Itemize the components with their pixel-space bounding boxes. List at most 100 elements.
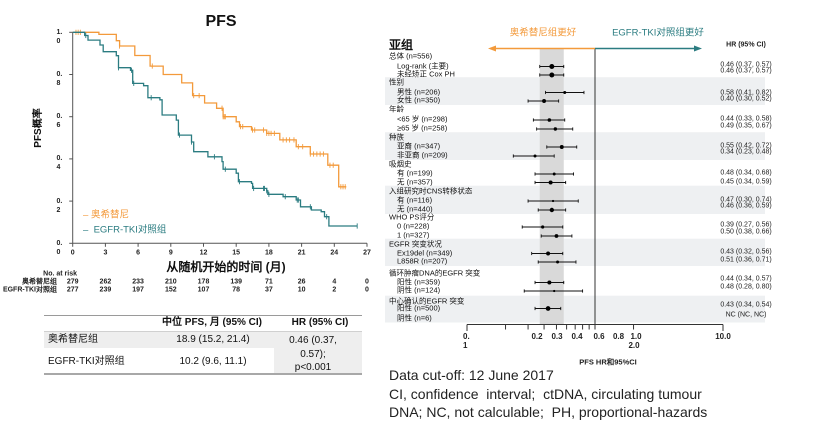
subgroup-heading: 中心确认的EGFR 突变	[389, 295, 465, 305]
hr-point	[545, 306, 551, 311]
at-risk-value: 107	[197, 286, 210, 294]
table-top-rule	[44, 315, 362, 316]
at-risk-value: 239	[99, 286, 112, 294]
footnote-abbreviations: CI, confidence interval; ctDNA, circulat…	[389, 386, 702, 402]
legend-label: EGFR-TKI对照组	[93, 224, 167, 236]
table-header-rule	[44, 331, 362, 332]
hr-value-text: 0.45 (0.34, 0.59)	[720, 178, 772, 185]
at-risk-value: 233	[132, 278, 144, 286]
hr-value-text: 0.43 (0.34, 0.54)	[720, 301, 772, 309]
hr-column-header: HR (95% CI)	[726, 41, 766, 49]
km-x-tick-label: 12	[199, 249, 208, 257]
table-hr-cell-shading	[274, 332, 362, 373]
table-row-median: 10.2 (9.6, 11.1)	[179, 356, 247, 367]
subgroup-item-label: 0 (n=228)	[397, 221, 430, 231]
table-hr-value: 0.46 (0.37, 0.57); p<0.001	[289, 335, 337, 373]
table-row-group-label: EGFR-TKI对照组	[48, 356, 125, 367]
km-x-tick-label: 9	[168, 249, 173, 257]
table-bottom-rule	[44, 373, 362, 375]
arrow-right-icon	[694, 45, 702, 52]
at-risk-value: 178	[197, 278, 210, 286]
hr-point	[553, 127, 558, 131]
hr-point	[551, 199, 555, 203]
subgroup-band	[385, 185, 765, 214]
legend-dash-icon: –	[83, 209, 91, 221]
subgroup-item-label: 未经矫正 Cox PH	[397, 69, 455, 79]
subgroup-item-label: <65 岁 (n=298)	[397, 114, 448, 124]
forest-x-tick-label: 0.4	[571, 332, 583, 341]
hr-value-text: 0.34 (0.23, 0.48)	[720, 148, 772, 156]
hr-point	[563, 90, 567, 95]
hr-point	[549, 64, 555, 69]
hr-point	[556, 260, 560, 264]
at-risk-value: 279	[66, 278, 79, 286]
forest-x-tick-label: 0.8	[612, 332, 625, 341]
subgroup-heading: 种族	[389, 132, 404, 142]
hr-point	[553, 289, 556, 293]
hr-value-text: 0.44 (0.33, 0.58)	[720, 115, 772, 123]
hr-value-text: 0.44 (0.34, 0.57)	[720, 275, 772, 282]
subgroup-item-label: L858R (n=207)	[397, 256, 448, 266]
hr-point	[547, 280, 552, 285]
at-risk-value: 78	[232, 286, 241, 294]
km-x-tick-label: 3	[103, 249, 108, 257]
km-x-tick-label: 21	[297, 249, 306, 257]
subgroup-item-label: 女性 (n=350)	[397, 95, 441, 105]
at-risk-header: No. at risk	[43, 270, 77, 278]
at-risk-row-label: 奥希替尼组	[22, 278, 57, 286]
hr-value-text: 0.51 (0.36, 0.71)	[720, 256, 772, 264]
subgroup-heading: 吸烟史	[389, 158, 412, 168]
table-header-median-pfs: 中位 PFS, 月 (95% CI)	[161, 317, 263, 328]
km-y-tick-label: 1.0	[56, 28, 63, 45]
hr-point	[559, 145, 564, 149]
km-y-tick-label: 0.4	[56, 155, 63, 172]
hr-value-text: 0.55 (0.42, 0.72)	[720, 142, 772, 150]
hr-point	[552, 172, 556, 176]
subgroup-band	[385, 295, 765, 323]
subgroup-item-label: 阴性 (n=6)	[397, 312, 432, 322]
hr-value-text: 0.40 (0.30, 0.52)	[720, 95, 772, 102]
forest-x-tick-label: 0.1	[463, 332, 470, 350]
hr-value-text: 0.39 (0.27, 0.56)	[720, 221, 772, 229]
at-risk-value: 26	[297, 278, 306, 286]
at-risk-value: 197	[132, 286, 144, 294]
hr-value-text: 0.46 (0.37, 0.57)	[720, 67, 772, 75]
at-risk-value: 0	[365, 286, 369, 294]
favors-osimertinib-label: 奥希替尼组更好	[509, 27, 577, 39]
footnote-cutoff: Data cut-off: 12 June 2017	[389, 367, 554, 383]
subgroup-item-label: 阴性 (n=124)	[397, 285, 441, 295]
forest-x-tick-label: 1.0	[630, 332, 642, 341]
subgroup-item-label: Ex19del (n=349)	[397, 247, 453, 257]
km-x-tick-label: 6	[136, 249, 141, 257]
at-risk-value: 152	[164, 286, 177, 294]
hr-value-text: 0.48 (0.34, 0.68)	[720, 169, 772, 176]
km-x-tick-label: 0	[70, 249, 75, 257]
footnote-abbreviations: DNA; NC, not calculable; PH, proportiona…	[389, 404, 708, 420]
hr-point	[549, 72, 555, 78]
at-risk-row-label: EGFR-TKI对照组	[2, 286, 57, 294]
at-risk-value: 0	[365, 278, 369, 286]
arrow-left-icon	[488, 45, 496, 52]
hr-value-text: 0.47 (0.30, 0.74)	[720, 196, 772, 203]
forest-x-tick-label: 2.0	[628, 341, 640, 350]
subgroup-heading: WHO PS评分	[389, 212, 435, 222]
hr-point	[549, 207, 555, 213]
forest-x-tick-label: 0.2	[531, 332, 543, 341]
at-risk-value: 262	[99, 278, 112, 286]
hr-value-text: 0.43 (0.32, 0.56)	[720, 248, 772, 255]
km-x-tick-label: 18	[264, 249, 273, 257]
subgroup-item-label: 有 (n=116)	[397, 195, 433, 205]
subgroup-item-label: 男性 (n=206)	[397, 86, 441, 96]
subgroup-item-label: 无 (n=440)	[397, 204, 433, 214]
km-curve-egfr-tki-control	[72, 31, 358, 227]
km-x-tick-label: 27	[363, 249, 371, 257]
km-y-tick-label: 0.8	[56, 71, 63, 87]
km-y-axis-label: PFS概率	[33, 108, 44, 148]
subgroup-heading: 性别	[389, 77, 404, 87]
subgroup-item-label: 亚裔 (n=347)	[397, 141, 441, 151]
table-header-hr: HR (95% CI)	[291, 317, 349, 328]
subgroup-item-label: 阳性 (n=500)	[397, 302, 441, 312]
subgroup-item-label: 1 (n=327)	[397, 230, 430, 240]
legend-label: 奥希替尼	[90, 209, 129, 221]
